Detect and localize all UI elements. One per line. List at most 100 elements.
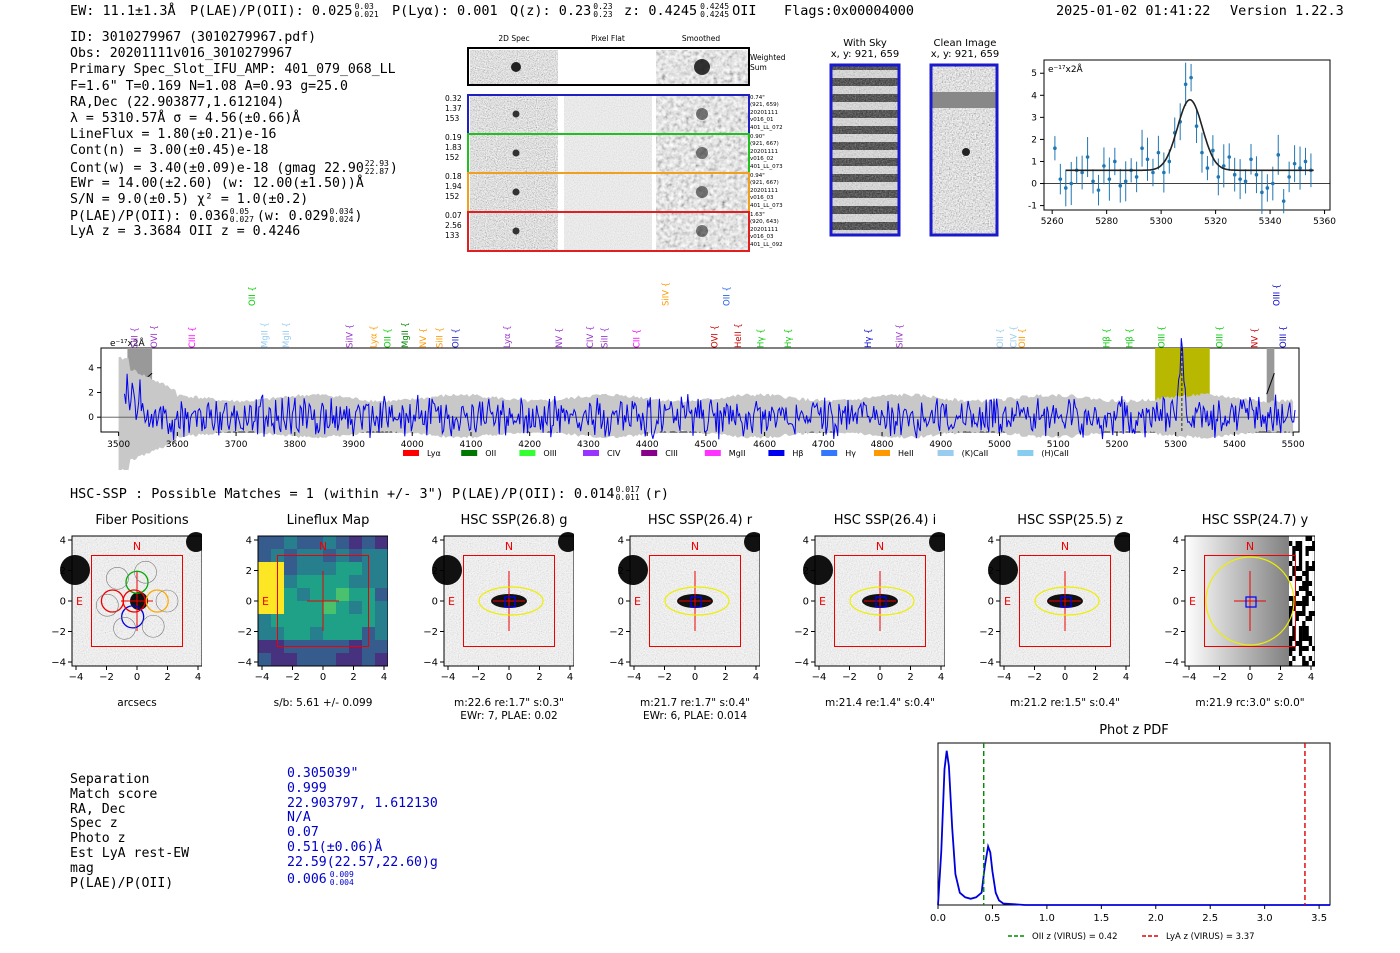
zoom-data-point [1183, 82, 1188, 87]
cutout-pixel-flat [564, 135, 652, 172]
zoom-data-point [1292, 161, 1297, 166]
image-noise-pixel [1302, 546, 1306, 552]
image-noise-pixel [1298, 541, 1303, 547]
image-noise-pixel [1298, 561, 1303, 567]
header-flags: Flags:0x00004000 [784, 3, 915, 19]
zoom-data-point [1200, 150, 1204, 155]
image-noise-pixel [1305, 656, 1309, 662]
lineflux-cell [310, 601, 324, 615]
lineflux-cell [375, 653, 388, 667]
col-smoothed: Smoothed [681, 34, 721, 43]
zoom-data-point [1053, 146, 1057, 151]
spectrum-x-tick-label: 4600 [753, 440, 776, 450]
weighted-sum-label: Weighted Sum [750, 53, 786, 72]
image-x-tick-label: −4 [69, 672, 84, 683]
spectrum-x-tick-label: 4400 [636, 440, 659, 450]
image-noise-pixel [1298, 581, 1303, 587]
image-noise-pixel [1308, 611, 1313, 617]
header-plya: P(Lyα): 0.001 [392, 3, 498, 19]
match-table-label: Est LyA rest-EW [70, 845, 190, 861]
zoom-data-point [1063, 186, 1068, 190]
info-contn: Cont(n) = 3.00(±0.45)e-18 [70, 143, 269, 159]
lineflux-cell [349, 588, 363, 602]
spectrum-x-tick-label: 3700 [225, 440, 248, 450]
image-noise-pixel [1292, 646, 1296, 652]
photz-x-tick-label: 1.5 [1093, 913, 1109, 924]
photz-chart: 0.0 0.5 1.0 1.5 2.0 2.5 3.0 3.5 OII z (VIRUS) = … [930, 742, 1331, 942]
lineflux-cell [323, 536, 337, 550]
lineflux-cell [284, 588, 298, 602]
spectrum-line-label: Hβ { [1102, 328, 1112, 348]
image-noise-pixel [1305, 636, 1309, 642]
image-x-tick-label: 0 [506, 672, 512, 683]
cutout-row-meta-line: 20201111 [750, 109, 778, 116]
lineflux-cell [323, 627, 337, 641]
cutout-source [696, 108, 708, 120]
cutout-row-stats: 0.18 1.94 152 [445, 172, 462, 202]
spectrum-y-tick-label: 4 [88, 364, 94, 374]
spectrum-noise-envelope [118, 356, 1294, 470]
cutout-row-meta-line: v016_02 [750, 156, 774, 163]
cutout-row-stat: 0.19 [445, 133, 462, 142]
image-panel: N E −4−4 −2 −2 0 0 2 2 4 4 [610, 532, 760, 683]
spectrum-line-label: Hβ { [1125, 328, 1135, 348]
lineflux-cell [323, 588, 337, 602]
cutout-row-stat: 153 [445, 114, 460, 123]
spectrum-line-label: NV { [1250, 328, 1260, 348]
zoom-data-point [1271, 181, 1275, 186]
image-noise-pixel [1289, 536, 1293, 542]
image-noise-pixel [1289, 646, 1293, 652]
spectrum-legend-swatch [821, 450, 838, 456]
lineflux-cell [336, 601, 350, 615]
zoom-gaussian-fit [1065, 98, 1314, 172]
image-panel-caption: m:21.7 re:1.7" s:0.4" [640, 697, 750, 709]
image-noise-pixel [1305, 591, 1309, 597]
fiber-circle [122, 589, 146, 613]
photz-title: Phot z PDF [1099, 723, 1169, 738]
image-noise-pixel [1302, 601, 1306, 607]
image-noise-pixel [1308, 591, 1313, 597]
image-x-tick-label: −2 [471, 672, 486, 683]
info-primary: Primary Spec_Slot_IFU_AMP: 401_079_068_L… [70, 62, 396, 78]
spectrum-legend-swatch [519, 450, 536, 456]
image-noise-pixel [1305, 601, 1309, 607]
fiber-circle-outer [141, 614, 165, 638]
cutout-row-stat: 152 [445, 153, 460, 162]
lineflux-cell [284, 614, 298, 628]
fiber-circle [145, 589, 169, 613]
image-noise-pixel [1305, 651, 1309, 657]
zoom-data-point [1243, 179, 1248, 184]
image-noise-pixel [1292, 611, 1296, 617]
east-label: E [448, 595, 455, 608]
lineflux-cell [258, 562, 272, 576]
zoom-data-point [1091, 179, 1095, 184]
image-noise-pixel [1295, 556, 1299, 562]
cutout-row-stats: 0.07 2.56 133 [445, 211, 462, 241]
photz-x-tick-label: 3.5 [1311, 913, 1327, 924]
image-y-tick-label: 4 [803, 536, 809, 547]
lineflux-cell [284, 536, 298, 550]
image-noise-pixel [1305, 606, 1309, 612]
cutout-source [512, 149, 520, 157]
lineflux-cell [271, 536, 285, 550]
spectrum-line-label: Hγ { [864, 328, 874, 348]
info-radec: RA,Dec (22.903877,1.612104) [70, 94, 285, 110]
image-x-tick-label: 0 [1247, 672, 1253, 683]
cutout-row-meta-line: 0.74" [750, 95, 765, 101]
image-y-tick-label: 2 [988, 566, 994, 577]
detection-info: ID: 3010279967 (3010279967.pdf) Obs: 202… [70, 30, 398, 240]
image-x-tick-label: 0 [320, 672, 326, 683]
image-noise-pixel [1305, 561, 1309, 567]
image-y-tick-label: 4 [246, 536, 252, 547]
image-noise-pixel [1295, 561, 1299, 567]
image-noise-pixel [1302, 621, 1306, 627]
image-noise-pixel [1289, 576, 1293, 582]
cutout-row-meta-line: v016_01 [750, 117, 774, 124]
cutout-row-meta-line: 401_LL_073 [750, 163, 783, 170]
image-noise-pixel [1305, 541, 1309, 547]
spectrum-legend-swatch [461, 450, 478, 456]
image-noise-pixel [1292, 551, 1296, 557]
image-noise-pixel [1298, 661, 1303, 667]
spectrum-line-label: CIV { [1010, 326, 1020, 348]
zoom-data-point [1096, 188, 1101, 192]
